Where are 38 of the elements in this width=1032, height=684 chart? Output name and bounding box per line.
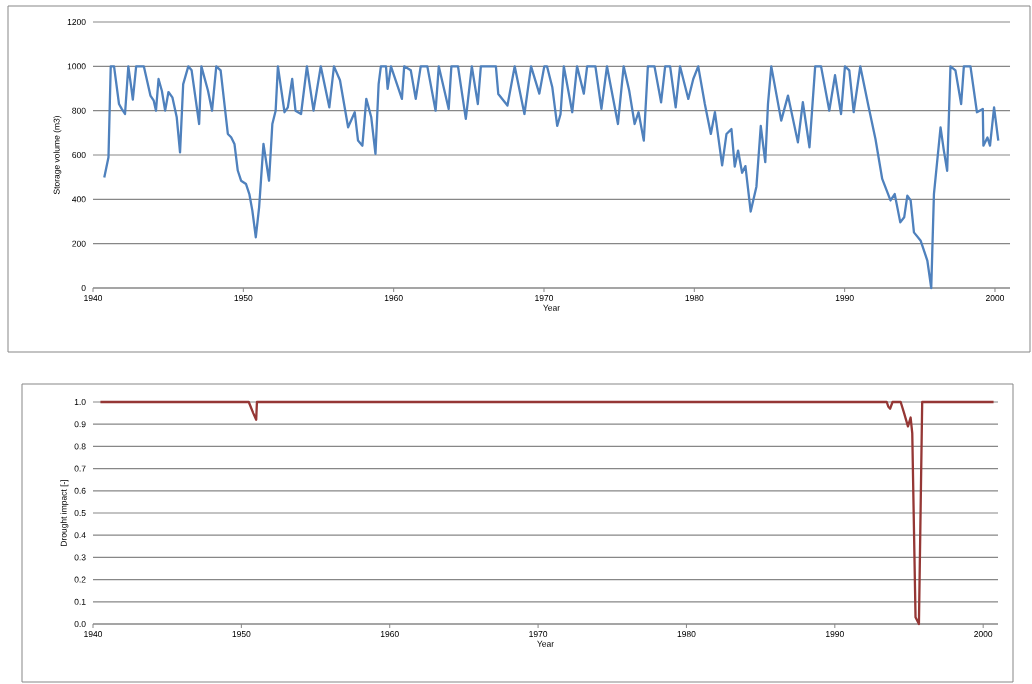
- x-tick-label: 1980: [685, 295, 704, 302]
- x-tick-label: 2000: [985, 295, 1005, 302]
- x-tick-label: 1960: [380, 631, 399, 638]
- x-tick-label: 1960: [384, 295, 403, 302]
- x-tick-label: 1950: [234, 295, 253, 302]
- y-tick-label: 0.7: [74, 465, 86, 472]
- y-axis-title: Storage volume (m3): [53, 116, 62, 195]
- y-tick-label: 0.0: [74, 621, 86, 627]
- y-tick-label: 0: [81, 285, 86, 291]
- y-tick-label: 0.4: [74, 532, 86, 539]
- x-tick-label: 1940: [84, 631, 103, 638]
- y-tick-label: 0.5: [74, 510, 86, 516]
- x-tick-label: 1970: [535, 295, 554, 302]
- y-tick-label: 1200: [67, 19, 86, 25]
- line-series: [99, 400, 995, 626]
- y-tick-label: 1000: [67, 63, 86, 70]
- x-tick-label: 1950: [232, 631, 251, 638]
- x-tick-label: 1990: [835, 295, 854, 302]
- y-tick-label: 0.1: [74, 598, 86, 605]
- x-tick-label: 1970: [529, 631, 548, 638]
- y-tick-label: 200: [72, 240, 86, 247]
- x-axis-title: Year: [537, 640, 554, 647]
- x-tick-label: 1990: [826, 631, 844, 638]
- y-tick-label: 1.0: [74, 399, 86, 405]
- y-tick-label: 800: [72, 107, 86, 114]
- y-tick-label: 0.3: [74, 554, 86, 561]
- x-axis-title: Year: [543, 304, 560, 311]
- y-tick-label: 0.2: [74, 576, 86, 583]
- y-tick-label: 0.8: [74, 443, 86, 450]
- y-tick-label: 0.6: [74, 487, 86, 494]
- y-tick-label: 400: [72, 196, 86, 203]
- x-tick-label: 1940: [84, 295, 103, 302]
- line-series: [103, 65, 1000, 290]
- x-tick-label: 2000: [974, 631, 993, 638]
- y-tick-label: 0.9: [74, 421, 86, 428]
- x-tick-label: 1980: [677, 631, 696, 638]
- y-tick-label: 600: [72, 152, 86, 158]
- y-axis-title: Drought impact [-]: [60, 479, 69, 546]
